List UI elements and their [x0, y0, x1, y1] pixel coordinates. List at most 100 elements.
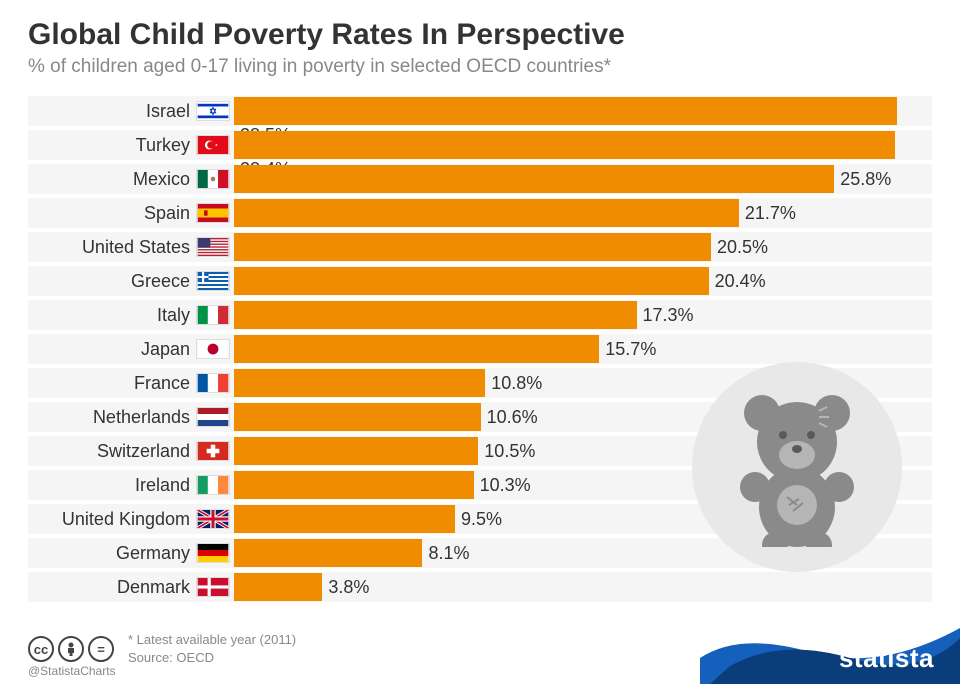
- usa-flag-icon: [196, 237, 230, 257]
- bar: [234, 233, 711, 261]
- bar: [234, 335, 599, 363]
- table-row: Netherlands 10.6%: [28, 400, 932, 434]
- value-label: 10.8%: [491, 373, 542, 394]
- chart-title: Global Child Poverty Rates In Perspectiv…: [28, 18, 932, 52]
- country-label: Germany: [28, 543, 196, 564]
- cc-license-icons: cc =: [28, 636, 114, 662]
- bar: [234, 301, 637, 329]
- japan-flag-icon: [196, 339, 230, 359]
- value-label: 10.3%: [480, 475, 531, 496]
- bar-container: 10.3%: [234, 471, 932, 499]
- country-label: Switzerland: [28, 441, 196, 462]
- bar-container: 3.8%: [234, 573, 932, 601]
- value-label: 10.6%: [487, 407, 538, 428]
- bar: [234, 539, 422, 567]
- value-label: 25.8%: [840, 169, 891, 190]
- bar: [234, 199, 739, 227]
- value-label: 9.5%: [461, 509, 502, 530]
- bar-container: 10.6%: [234, 403, 932, 431]
- ireland-flag-icon: [196, 475, 230, 495]
- bar: [234, 165, 834, 193]
- table-row: Germany 8.1%: [28, 536, 932, 570]
- country-label: United States: [28, 237, 196, 258]
- table-row: Japan 15.7%: [28, 332, 932, 366]
- bar-container: 20.5%: [234, 233, 932, 261]
- value-label: 20.5%: [717, 237, 768, 258]
- by-icon: [58, 636, 84, 662]
- bar-container: 10.8%: [234, 369, 932, 397]
- turkey-flag-icon: [196, 135, 230, 155]
- table-row: Denmark 3.8%: [28, 570, 932, 604]
- country-label: United Kingdom: [28, 509, 196, 530]
- table-row: Mexico 25.8%: [28, 162, 932, 196]
- footnote: * Latest available year (2011): [128, 631, 296, 649]
- table-row: Italy 17.3%: [28, 298, 932, 332]
- bar-container: 8.1%: [234, 539, 932, 567]
- twitter-handle: @StatistaCharts: [28, 664, 116, 678]
- greece-flag-icon: [196, 271, 230, 291]
- mexico-flag-icon: [196, 169, 230, 189]
- bar: [234, 369, 485, 397]
- country-label: Turkey: [28, 135, 196, 156]
- country-label: Netherlands: [28, 407, 196, 428]
- israel-flag-icon: [196, 101, 230, 121]
- value-label: 21.7%: [745, 203, 796, 224]
- bar: [234, 573, 322, 601]
- bar: [234, 437, 478, 465]
- table-row: Turkey 28.4%: [28, 128, 932, 162]
- netherlands-flag-icon: [196, 407, 230, 427]
- bar: [234, 131, 895, 159]
- table-row: Greece 20.4%: [28, 264, 932, 298]
- bar-container: 10.5%: [234, 437, 932, 465]
- denmark-flag-icon: [196, 577, 230, 597]
- value-label: 15.7%: [605, 339, 656, 360]
- bar-container: 20.4%: [234, 267, 932, 295]
- table-row: Switzerland 10.5%: [28, 434, 932, 468]
- table-row: Israel 28.5%: [28, 94, 932, 128]
- value-label: 8.1%: [428, 543, 469, 564]
- spain-flag-icon: [196, 203, 230, 223]
- bar-container: 15.7%: [234, 335, 932, 363]
- bar: [234, 403, 481, 431]
- france-flag-icon: [196, 373, 230, 393]
- table-row: Spain 21.7%: [28, 196, 932, 230]
- value-label: 3.8%: [328, 577, 369, 598]
- bar-container: 21.7%: [234, 199, 932, 227]
- bar: [234, 471, 474, 499]
- bar: [234, 505, 455, 533]
- bar: [234, 97, 897, 125]
- footer-text: * Latest available year (2011) Source: O…: [128, 631, 296, 667]
- country-label: Greece: [28, 271, 196, 292]
- uk-flag-icon: [196, 509, 230, 529]
- table-row: France 10.8%: [28, 366, 932, 400]
- italy-flag-icon: [196, 305, 230, 325]
- chart-area: Israel 28.5% Turkey 28.4% Mexico 25.8% Spain 21…: [28, 94, 932, 604]
- country-label: Ireland: [28, 475, 196, 496]
- bar: [234, 267, 709, 295]
- value-label: 10.5%: [484, 441, 535, 462]
- cc-icon: cc: [28, 636, 54, 662]
- statista-logo-text: statista: [839, 643, 934, 674]
- chart-subtitle: % of children aged 0-17 living in povert…: [28, 56, 932, 78]
- germany-flag-icon: [196, 543, 230, 563]
- table-row: United States 20.5%: [28, 230, 932, 264]
- value-label: 20.4%: [715, 271, 766, 292]
- bar-container: 17.3%: [234, 301, 932, 329]
- bar-container: 25.8%: [234, 165, 932, 193]
- bar-container: 28.4%: [234, 131, 932, 159]
- bar-container: 9.5%: [234, 505, 932, 533]
- switzerland-flag-icon: [196, 441, 230, 461]
- table-row: Ireland 10.3%: [28, 468, 932, 502]
- country-label: France: [28, 373, 196, 394]
- country-label: Japan: [28, 339, 196, 360]
- source: Source: OECD: [128, 649, 296, 667]
- country-label: Israel: [28, 101, 196, 122]
- nd-icon: =: [88, 636, 114, 662]
- country-label: Mexico: [28, 169, 196, 190]
- bar-container: 28.5%: [234, 97, 932, 125]
- country-label: Italy: [28, 305, 196, 326]
- country-label: Denmark: [28, 577, 196, 598]
- country-label: Spain: [28, 203, 196, 224]
- table-row: United Kingdom 9.5%: [28, 502, 932, 536]
- value-label: 17.3%: [643, 305, 694, 326]
